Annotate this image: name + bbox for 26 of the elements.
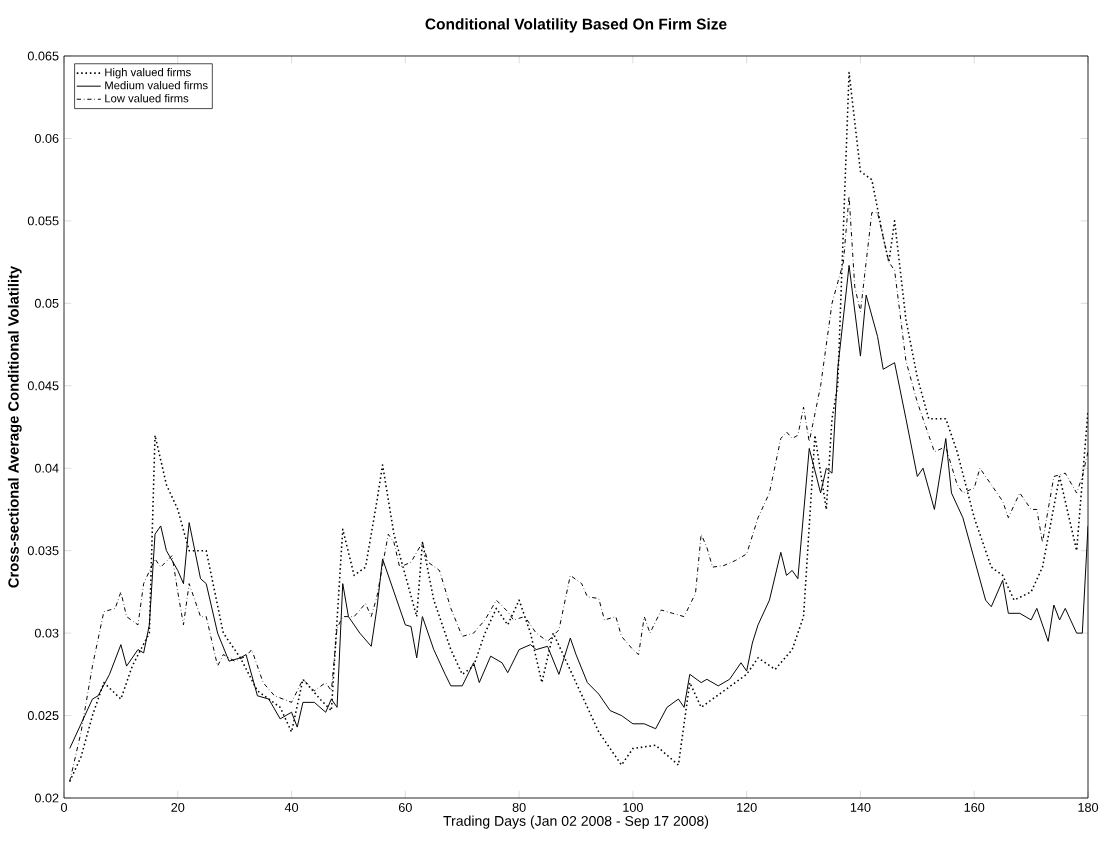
x-tick-label: 140 — [850, 802, 871, 812]
y-tick-label: 0.04 — [34, 463, 59, 473]
x-tick-label: 160 — [964, 802, 985, 812]
y-tick-label: 0.045 — [27, 381, 59, 391]
x-tick-label: 100 — [623, 802, 643, 812]
chart-title: Conditional Volatility Based On Firm Size — [425, 18, 727, 33]
y-tick-label: 0.025 — [27, 711, 59, 721]
x-axis-title: Trading Days (Jan 02 2008 - Sep 17 2008) — [443, 815, 709, 829]
y-tick-label: 0.06 — [34, 133, 59, 143]
y-tick-label: 0.05 — [34, 298, 59, 308]
y-tick-label: 0.035 — [27, 546, 59, 556]
x-tick-label: 0 — [60, 802, 68, 812]
y-tick-label: 0.055 — [27, 216, 59, 226]
y-axis-title: Cross-sectional Average Conditional Volatility — [7, 265, 22, 588]
legend-label: Medium valued firms — [105, 81, 208, 90]
legend-label: Low valued firms — [105, 94, 189, 103]
legend-label: High valued firms — [105, 67, 191, 79]
x-tick-label: 40 — [284, 802, 299, 812]
x-tick-label: 60 — [398, 802, 412, 812]
y-tick-label: 0.02 — [34, 793, 59, 803]
y-tick-label: 0.065 — [27, 51, 59, 61]
x-tick-label: 20 — [171, 802, 185, 812]
x-tick-label: 80 — [512, 802, 526, 812]
x-tick-label: 180 — [1078, 802, 1099, 812]
y-tick-label: 0.03 — [34, 628, 59, 638]
x-tick-label: 120 — [737, 802, 757, 812]
